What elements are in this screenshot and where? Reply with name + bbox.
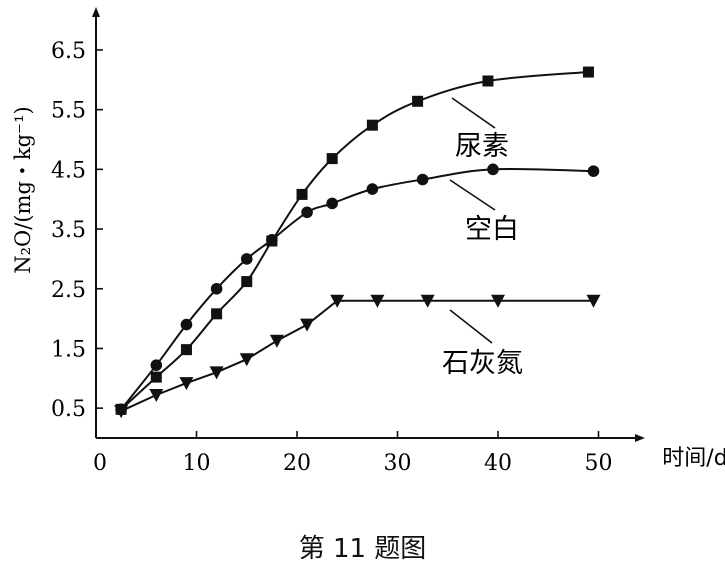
point-urea-7: [326, 153, 338, 165]
x-axis-title: 时间/d: [662, 446, 725, 471]
point-calcium-cyanamide-8: [370, 294, 385, 308]
x-tick-label-10: 10: [183, 451, 211, 476]
x-tick-label-40: 40: [484, 451, 512, 476]
point-urea-9: [412, 95, 424, 107]
y-tick-label-1.5: 1.5: [51, 337, 86, 362]
figure-caption: 第 11 题图: [298, 534, 427, 564]
y-tick-label-3.5: 3.5: [51, 218, 86, 243]
leader-line-calcium-cyanamide: [449, 309, 493, 344]
x-tick-label-30: 30: [384, 451, 412, 476]
y-tick-label-6.5: 6.5: [51, 39, 86, 64]
point-blank-8: [366, 183, 379, 195]
x-tick-label-20: 20: [283, 451, 311, 476]
x-tick-label-50: 50: [585, 451, 613, 476]
point-calcium-cyanamide-2: [179, 377, 194, 391]
point-urea-1: [150, 371, 162, 383]
point-urea-3: [211, 308, 223, 320]
y-axis-title: N₂O/(mg・kg⁻¹): [11, 106, 35, 274]
point-urea-10: [482, 75, 494, 87]
point-blank-4: [240, 253, 253, 265]
point-calcium-cyanamide-0: [114, 405, 129, 419]
point-urea-4: [241, 276, 253, 288]
point-calcium-cyanamide-11: [586, 294, 601, 308]
point-calcium-cyanamide-6: [300, 318, 315, 332]
y-tick-label-0.5: 0.5: [51, 397, 86, 422]
point-calcium-cyanamide-7: [330, 294, 345, 308]
point-urea-8: [366, 119, 378, 131]
point-blank-5: [266, 233, 278, 246]
point-blank-1: [150, 359, 163, 371]
point-calcium-cyanamide-4: [239, 353, 254, 367]
series-label-blank: 空白: [465, 214, 519, 245]
point-urea-11: [582, 66, 594, 78]
series-label-urea: 尿素: [455, 131, 509, 162]
point-calcium-cyanamide-1: [149, 389, 164, 403]
point-calcium-cyanamide-3: [209, 366, 224, 380]
point-blank-3: [210, 282, 223, 295]
series-label-calcium-cyanamide: 石灰氮: [442, 348, 523, 379]
point-calcium-cyanamide-5: [269, 334, 284, 348]
point-blank-6: [301, 206, 313, 219]
point-blank-10: [487, 163, 499, 176]
series-line-calcium-cyanamide: [120, 299, 594, 413]
point-blank-2: [180, 318, 193, 331]
point-calcium-cyanamide-10: [491, 294, 505, 308]
point-blank-7: [326, 197, 338, 210]
y-tick-label-5.5: 5.5: [51, 99, 86, 124]
point-blank-11: [587, 165, 600, 177]
y-tick-label-4.5: 4.5: [51, 158, 86, 183]
leader-line-blank: [449, 179, 496, 211]
y-tick-label-2.5: 2.5: [51, 278, 86, 303]
chart: 0 10 20 30 40 50 0.5 1.5 2.5 3.5 4.5 5.5 6.5 时间/d N₂O/…: [11, 7, 725, 476]
point-urea-6: [296, 188, 308, 200]
point-blank-9: [416, 173, 429, 186]
point-urea-2: [180, 344, 192, 356]
point-calcium-cyanamide-9: [420, 294, 435, 308]
leader-line-urea: [451, 97, 496, 129]
x-tick-label-0: 0: [93, 451, 107, 476]
